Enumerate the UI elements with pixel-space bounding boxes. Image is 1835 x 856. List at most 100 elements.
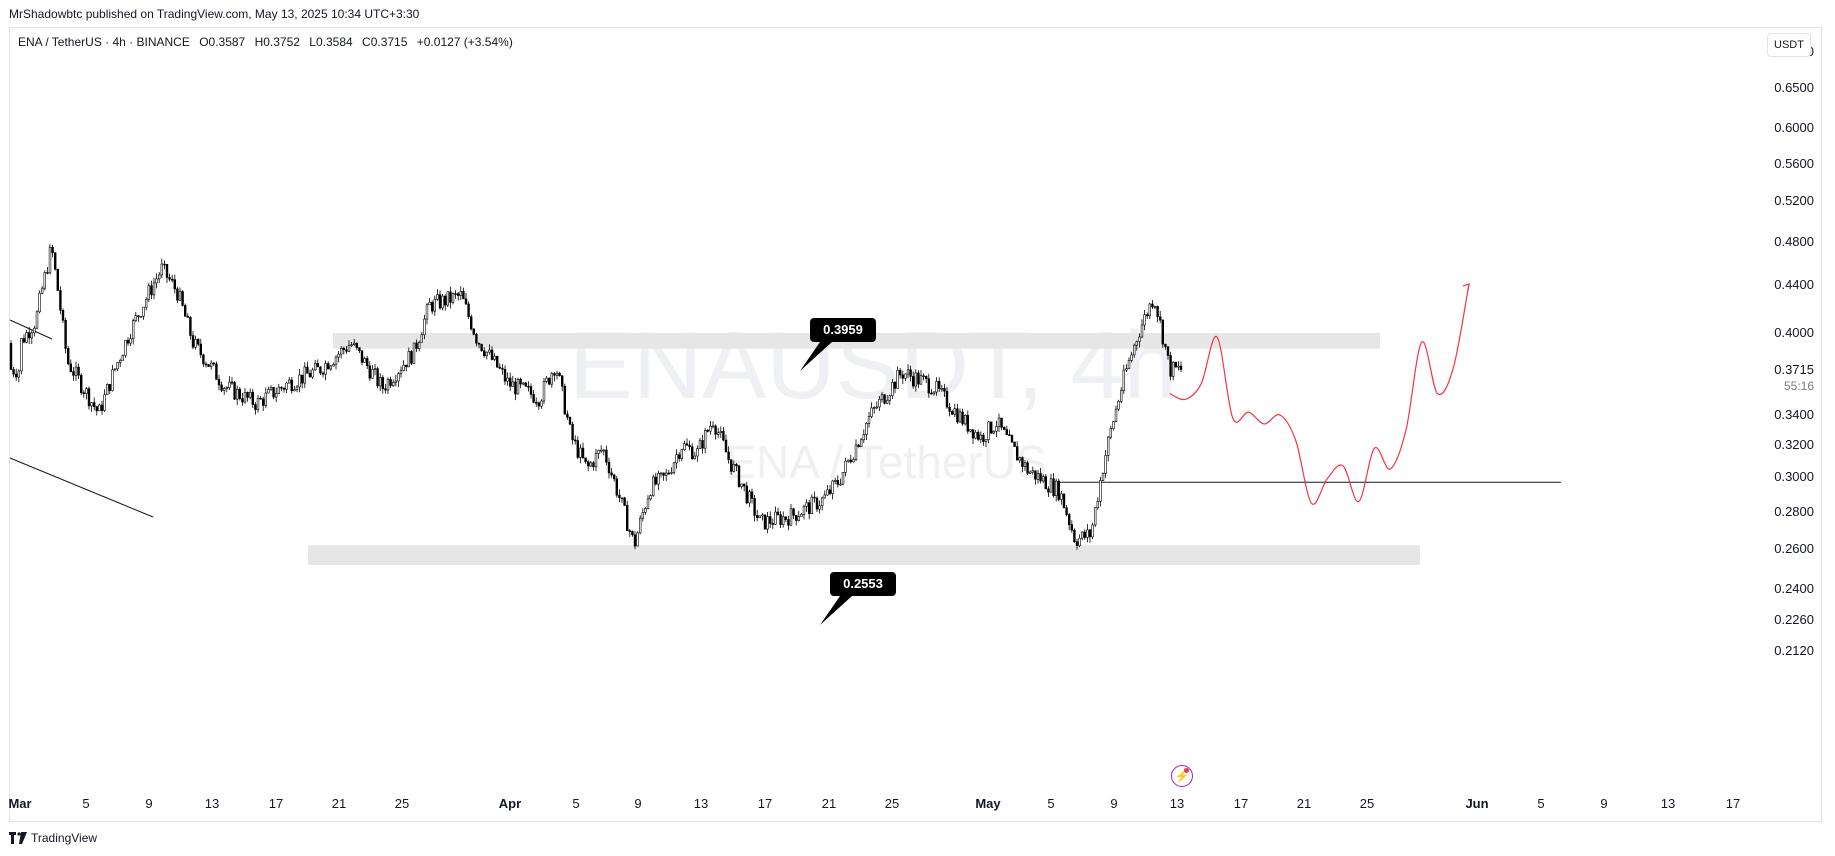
candle-body	[1166, 346, 1170, 356]
candle-body	[883, 394, 886, 404]
candle-body	[529, 386, 533, 395]
time-tick-label: 5	[82, 796, 89, 811]
candle-body	[397, 373, 400, 382]
tradingview-logo[interactable]: TradingView	[9, 831, 97, 845]
candle-body	[950, 411, 954, 415]
candle-body	[1161, 319, 1165, 345]
time-tick-label: 25	[395, 796, 409, 811]
time-tick-label: May	[975, 796, 1001, 811]
candle-body	[506, 377, 509, 382]
candle-body	[22, 338, 26, 343]
candle-body	[1125, 368, 1128, 371]
candle-body	[480, 343, 483, 352]
candle-body	[33, 327, 36, 334]
candle-body	[378, 377, 382, 387]
candle-body	[1096, 501, 1100, 508]
candle-body	[706, 430, 710, 432]
candle-body	[238, 388, 241, 399]
price-tick-label: 0.4000	[1774, 325, 1814, 340]
candle-body	[477, 342, 481, 345]
candle-body	[1023, 462, 1027, 467]
candle-body	[880, 394, 884, 400]
candle-body	[321, 372, 325, 375]
candle-body	[308, 373, 312, 378]
candle-body	[758, 515, 762, 519]
candle-body	[415, 342, 418, 349]
candle-body	[261, 398, 265, 406]
candle-body	[243, 392, 247, 403]
candle-body	[204, 363, 208, 366]
candle-body	[298, 374, 301, 388]
candle-body	[893, 381, 897, 389]
ohlc-high: H0.3752	[254, 35, 300, 49]
candle-body	[267, 389, 270, 394]
zone-label-text: 0.3959	[823, 322, 863, 337]
candle-body	[605, 449, 608, 463]
candle-body	[1065, 507, 1068, 515]
candle-body	[948, 406, 951, 412]
price-tick-label: 0.6500	[1774, 80, 1814, 95]
candle-body	[501, 367, 504, 370]
candle-body	[324, 363, 327, 375]
price-tick-label: 0.3200	[1774, 437, 1814, 452]
candle-body	[537, 402, 541, 407]
candle-body	[17, 370, 20, 378]
candle-body	[1000, 417, 1003, 428]
candle-body	[683, 443, 686, 450]
countdown-label: 55:16	[1784, 379, 1814, 393]
time-axis[interactable]: Mar 5 9 13 17 21 25 Apr 5 9 13 17 21 25 May 5 9 13 17 21 25 J…	[8, 796, 1740, 811]
currency-button[interactable]: USDT	[1767, 33, 1811, 57]
candle-body	[534, 401, 538, 404]
candle-body	[30, 332, 33, 339]
candle-body	[225, 387, 228, 389]
candle-body	[332, 364, 335, 367]
candle-body	[924, 376, 928, 379]
candle-body	[576, 440, 580, 458]
candle-body	[1005, 429, 1009, 435]
candle-body	[1164, 343, 1167, 347]
candle-body	[280, 386, 283, 389]
candle-body	[446, 291, 449, 306]
candle-body	[820, 497, 824, 507]
chart-frame	[9, 27, 1822, 822]
candle-body	[839, 483, 842, 486]
candle-body	[566, 413, 569, 418]
zone-label-box	[810, 318, 876, 342]
candle-body	[878, 399, 881, 408]
candle-body	[72, 371, 75, 376]
candle-body	[1081, 531, 1084, 539]
zone-label-pointer	[820, 596, 852, 625]
candle-body	[987, 421, 990, 440]
candle-body	[1034, 470, 1037, 480]
candle-body	[38, 292, 41, 313]
symbol-name[interactable]: ENA / TetherUS · 4h · BINANCE	[18, 35, 190, 49]
candle-body	[1013, 441, 1016, 447]
price-tick-label: 0.2800	[1774, 504, 1814, 519]
candle-body	[1010, 435, 1014, 443]
candle-body	[163, 263, 166, 266]
candle-body	[844, 460, 847, 473]
last-price-label: 0.3715	[1774, 362, 1814, 377]
candle-body	[976, 431, 980, 440]
lightning-icon[interactable]: ⚡	[1171, 765, 1193, 787]
candle-body	[217, 379, 221, 386]
candle-body	[956, 408, 959, 423]
candle-body	[1143, 314, 1146, 326]
price-axis[interactable]: 0.70000.65000.60000.56000.52000.48000.44…	[1774, 44, 1814, 658]
candle-body	[407, 351, 410, 368]
candle-body	[514, 381, 517, 395]
time-tick-label: 13	[1661, 796, 1675, 811]
time-tick-label: 21	[1297, 796, 1311, 811]
candle-body	[555, 372, 559, 376]
candle-body	[1114, 408, 1118, 422]
candle-body	[249, 391, 252, 398]
time-tick-label: 9	[1110, 796, 1117, 811]
zone-label-pointer	[800, 342, 832, 371]
candle-body	[800, 514, 803, 517]
candle-body	[573, 439, 577, 442]
candle-body	[698, 440, 702, 449]
candle-body	[334, 356, 338, 365]
candle-body	[589, 462, 593, 467]
candle-body	[212, 362, 215, 365]
